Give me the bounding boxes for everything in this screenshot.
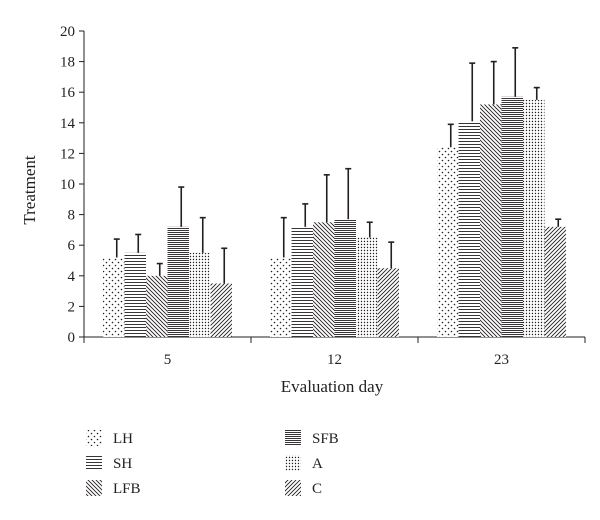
x-axis-label: Evaluation day xyxy=(281,377,384,396)
bar-sh-5 xyxy=(124,252,146,337)
bar-sh-23 xyxy=(458,121,480,338)
y-tick-label: 12 xyxy=(60,146,75,162)
x-tick-label: 5 xyxy=(164,352,172,368)
y-tick-label: 10 xyxy=(60,177,75,193)
y-tick-label: 16 xyxy=(60,85,76,101)
y-tick-label: 2 xyxy=(68,299,76,315)
bar-c-5 xyxy=(210,283,232,337)
bar-a-12 xyxy=(356,237,378,337)
bar-sfb-23 xyxy=(501,96,523,337)
legend-swatch-c xyxy=(285,480,301,496)
bar-lfb-5 xyxy=(146,275,168,337)
bar-a-23 xyxy=(523,99,545,337)
bar-sfb-5 xyxy=(167,226,189,337)
x-tick-label: 12 xyxy=(327,352,342,368)
legend: LH SH LFB SFB AC xyxy=(86,430,339,497)
bar-lh-12 xyxy=(270,257,292,337)
bar-lh-5 xyxy=(103,257,125,337)
y-tick-label: 6 xyxy=(68,238,76,254)
y-tick-label: 0 xyxy=(68,330,76,346)
y-tick-label: 20 xyxy=(60,24,75,40)
legend-label-sh: SH xyxy=(113,456,132,472)
bar-a-5 xyxy=(189,252,211,337)
legend-label-a: A xyxy=(312,456,323,472)
bar-sfb-12 xyxy=(334,219,356,337)
legend-swatch-a xyxy=(285,455,301,471)
bar-sh-12 xyxy=(291,226,313,337)
legend-label-lfb: LFB xyxy=(113,481,141,497)
legend-label-c: C xyxy=(312,481,322,497)
bar-lfb-12 xyxy=(313,222,335,337)
y-tick-label: 8 xyxy=(68,208,76,224)
x-tick-label: 23 xyxy=(494,352,509,368)
legend-swatch-sfb xyxy=(285,430,301,446)
y-axis-label: Treatment xyxy=(20,155,39,225)
legend-swatch-lfb xyxy=(86,480,102,496)
legend-label-lh: LH xyxy=(113,431,133,447)
bar-lh-23 xyxy=(437,147,459,337)
y-tick-label: 4 xyxy=(68,269,76,285)
legend-swatch-lh xyxy=(86,430,102,446)
bar-c-23 xyxy=(544,226,566,337)
bar-lfb-23 xyxy=(480,104,502,337)
y-tick-label: 18 xyxy=(60,55,75,71)
legend-label-sfb: SFB xyxy=(312,431,339,447)
plot-area: 0 2 4 6 8 10 12 14 16 18 20 5 12 23 xyxy=(60,24,586,368)
bar-c-12 xyxy=(377,268,399,337)
y-tick-label: 14 xyxy=(60,116,76,132)
legend-swatch-sh xyxy=(86,455,102,471)
